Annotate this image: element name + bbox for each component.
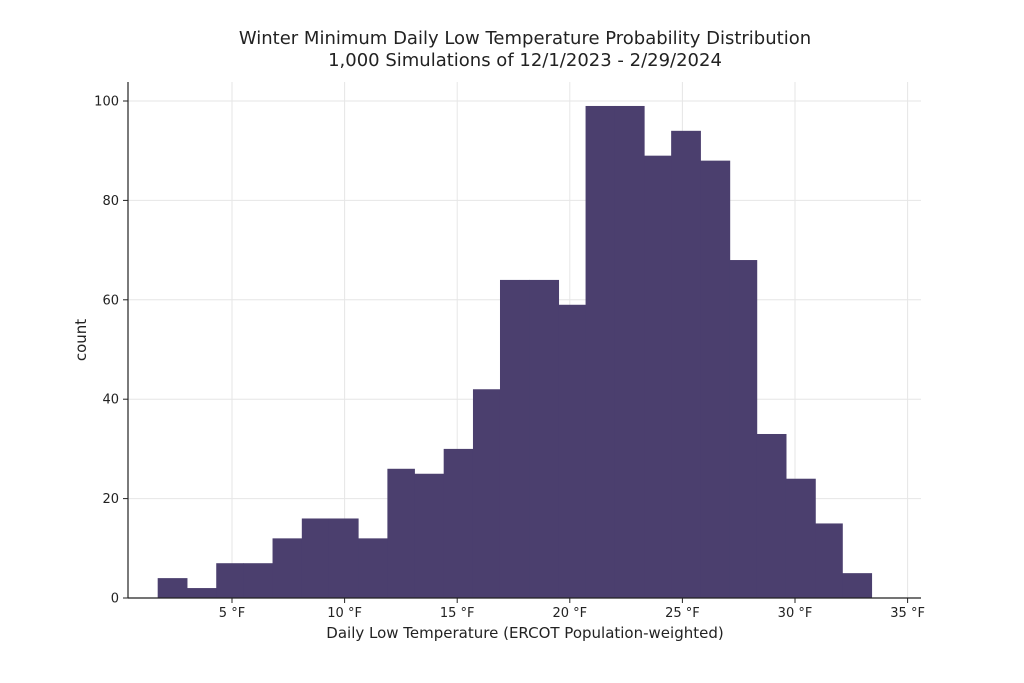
histogram-bar (499, 279, 530, 598)
histogram-bar (644, 155, 672, 599)
y-tick-label: 100 (94, 95, 119, 110)
histogram-bar (272, 538, 303, 598)
histogram-bar (785, 478, 816, 598)
histogram-bar (301, 518, 330, 598)
y-axis-label: count (72, 319, 90, 361)
histogram-bar (585, 105, 616, 598)
histogram-bar (243, 563, 274, 598)
y-tick-label: 0 (111, 592, 119, 607)
histogram-bar (216, 563, 244, 598)
y-tick-label: 80 (102, 194, 119, 209)
axis-ticks: 5 °F 10 °F 15 °F 20 °F 25 °F 30 °F 35 °F 0 20 40 6… (94, 95, 925, 622)
x-tick-label: 5 °F (219, 606, 245, 621)
histogram-bar (358, 538, 388, 598)
histogram-bar (157, 578, 188, 598)
chart-subtitle: 1,000 Simulations of 12/1/2023 - 2/29/20… (328, 50, 722, 71)
histogram-bar (756, 433, 787, 598)
histogram-bar (671, 130, 701, 598)
histogram-bar (729, 260, 758, 598)
x-tick-label: 35 °F (890, 606, 925, 621)
x-tick-label: 15 °F (440, 606, 475, 621)
histogram-bar (443, 448, 474, 598)
x-tick-label: 20 °F (552, 606, 587, 621)
y-tick-label: 40 (102, 393, 119, 408)
y-tick-label: 60 (102, 293, 119, 308)
histogram-bar (614, 105, 645, 598)
histogram-bar (842, 573, 873, 598)
x-tick-label: 30 °F (778, 606, 813, 621)
y-tick-label: 20 (102, 492, 119, 507)
x-axis-label: Daily Low Temperature (ERCOT Population-… (326, 624, 723, 642)
histogram-bar (700, 160, 731, 598)
chart-title: Winter Minimum Daily Low Temperature Pro… (239, 28, 811, 49)
histogram-bar (414, 473, 445, 598)
histogram-bar (472, 389, 501, 598)
histogram-bar (815, 523, 843, 598)
histogram-bars (157, 105, 873, 599)
histogram-bar (186, 588, 217, 598)
histogram-bar (328, 518, 359, 598)
histogram-bar (558, 304, 587, 598)
histogram-bar (529, 279, 560, 598)
x-tick-label: 10 °F (327, 606, 362, 621)
x-tick-label: 25 °F (665, 606, 700, 621)
histogram-bar (387, 468, 415, 598)
axes (127, 82, 921, 599)
